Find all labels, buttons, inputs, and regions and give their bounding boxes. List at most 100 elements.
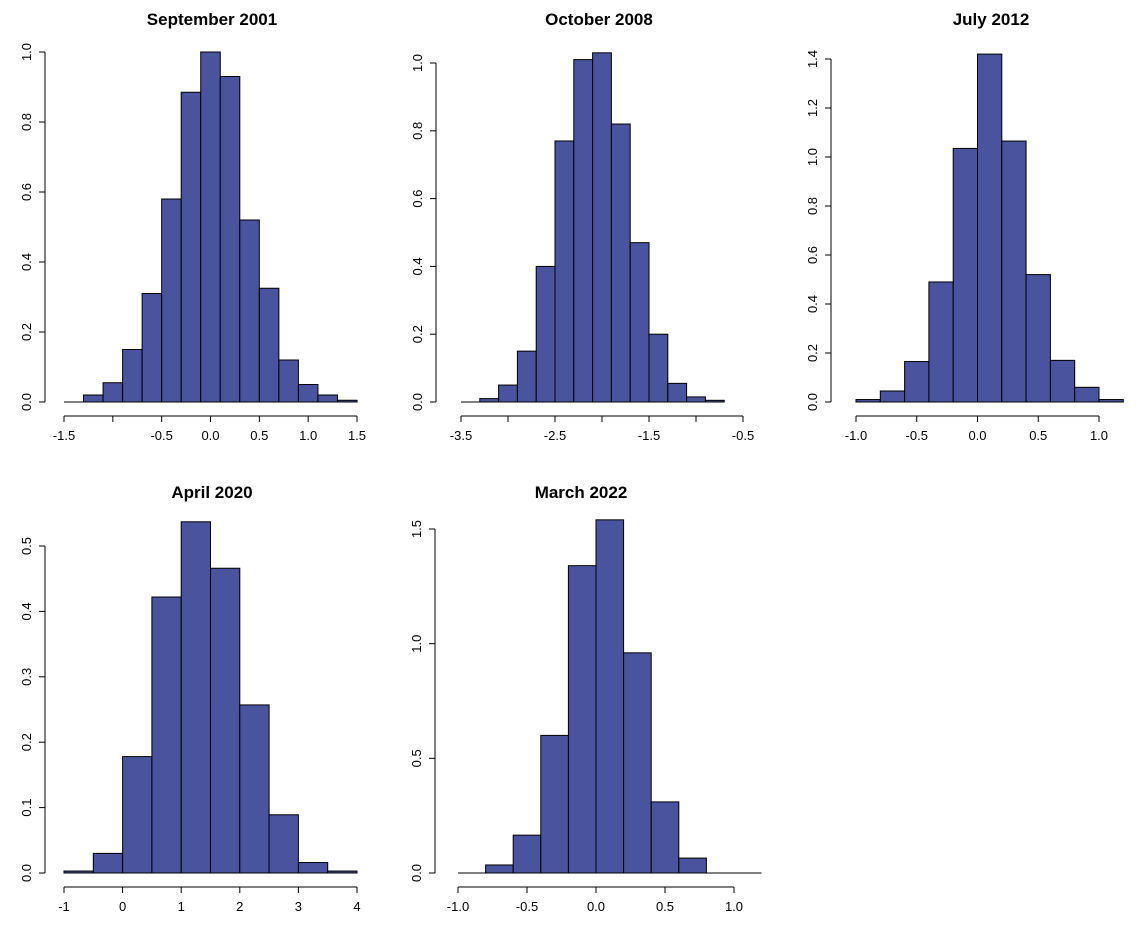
histogram-bar [648,333,669,403]
y-tick-label: 0.8 [19,113,34,131]
histogram-bar [180,91,202,403]
histogram-bar [512,834,542,874]
panel-title: July 2012 [953,10,1030,29]
histogram-bar [210,567,241,874]
histogram-bar [258,287,280,403]
y-tick-label: 0.5 [19,537,34,555]
histogram-bar [540,734,569,874]
histogram-bar [297,862,329,874]
histogram-bar [239,704,270,874]
x-tick-label: 0.5 [656,899,674,914]
histogram-bar [650,801,680,874]
histogram-bar [479,398,500,403]
y-tick-label: 1.0 [805,148,820,166]
y-tick-label: 0.2 [410,325,425,343]
y-tick-label: 0.0 [19,864,34,882]
x-tick-label: 1.0 [725,899,743,914]
histogram-panel-2: October 2008 -3.5 -2.5 -1.5 -0.5 0.0 0.2 0.4 0.6… [410,10,754,443]
y-tick-label: 1.2 [805,99,820,117]
histogram-bar [200,51,221,403]
histogram-bar [952,147,979,403]
histogram-bar [879,390,906,403]
histogram-bar [977,53,1003,403]
histogram-bar [278,359,299,403]
histogram-bar [92,852,124,874]
histogram-bar [610,123,631,403]
y-tick-label: 0.5 [409,749,424,767]
y-tick-label: 1.4 [805,50,820,68]
histogram-bar [83,394,104,403]
x-tick-label: 0.0 [201,428,219,443]
x-tick-label: 0.5 [1029,428,1047,443]
histogram-bar [122,756,153,874]
histogram-panel-3: July 2012 -1.0 -0.5 0.0 0.5 1.0 0.0 0.2 0.4 0.6 0.… [805,10,1124,443]
x-tick-label: -0.5 [150,428,172,443]
y-tick-label: 0.3 [19,668,34,686]
histogram-bar [122,349,143,403]
histogram-bar [1074,386,1100,403]
y-tick-label: 0.0 [805,393,820,411]
x-tick-label: -0.5 [906,428,928,443]
histogram-bar [928,281,954,403]
x-tick-label: -1.5 [638,428,660,443]
panel-title: April 2020 [171,483,252,502]
histogram-bar [180,521,211,874]
histogram-bar [1001,140,1027,403]
x-tick-label: -2.5 [544,428,566,443]
x-tick-label: 1.0 [1090,428,1108,443]
histogram-bar [151,596,182,874]
x-tick-label: -3.5 [450,428,472,443]
histogram-bar [904,361,930,403]
y-tick-label: 0.6 [19,183,34,201]
histogram-bar [595,519,625,874]
y-tick-label: 1.0 [409,635,424,653]
histogram-bar [629,242,650,403]
x-tick-label: -0.5 [732,428,754,443]
x-tick-label: -0.5 [516,899,538,914]
x-tick-label: 0.0 [968,428,986,443]
x-tick-label: -1.5 [53,428,75,443]
panel-title: September 2001 [147,10,277,29]
histogram-bar [239,219,260,403]
panel-title: October 2008 [545,10,653,29]
histogram-bar [678,857,707,874]
x-tick-label: -1.0 [447,899,469,914]
y-tick-label: 0.2 [19,733,34,751]
histogram-bar [485,864,514,874]
histogram-bar [219,76,241,403]
histogram-bar [268,814,299,874]
y-tick-label: 0.4 [19,602,34,620]
y-tick-label: 0.0 [409,864,424,882]
histogram-bar [573,59,594,403]
x-tick-label: 3 [295,899,302,914]
y-tick-label: 1.0 [19,43,34,61]
y-tick-label: 0.6 [410,190,425,208]
x-tick-label: 0.5 [250,428,268,443]
panel-title: March 2022 [535,483,628,502]
y-tick-label: 0.2 [805,344,820,362]
x-tick-label: 1.0 [299,428,317,443]
y-tick-label: 0.8 [805,197,820,215]
histogram-panel-4: April 2020 -1 0 1 2 3 4 0.0 0.1 0.2 0.3 0.4 0.5 [19,483,361,914]
histogram-panel-1: September 2001 -1.5 -0.5 0.0 0.5 1.0 1.5 0.0 0.2… [19,10,366,443]
histogram-bar [161,198,182,403]
y-tick-label: 0.4 [805,295,820,313]
x-tick-label: 2 [236,899,243,914]
histogram-bar [516,350,537,403]
histogram-bar [317,394,338,403]
y-tick-label: 0.4 [19,253,34,271]
x-tick-label: 4 [353,899,360,914]
y-tick-label: 0.8 [410,122,425,140]
y-tick-label: 0.0 [410,393,425,411]
x-tick-label: 0.0 [587,899,605,914]
y-tick-label: 0.4 [410,257,425,275]
histogram-bar [667,382,688,403]
y-tick-label: 0.1 [19,799,34,817]
histogram-bar [102,382,124,403]
histogram-panel-5: March 2022 -1.0 -0.5 0.0 0.5 1.0 0.0 0.5 1.0 1.5 [409,483,762,914]
histogram-bar [1049,359,1076,403]
histogram-bar [567,565,597,874]
histogram-bar [297,384,319,403]
histogram-bar [1025,274,1051,403]
